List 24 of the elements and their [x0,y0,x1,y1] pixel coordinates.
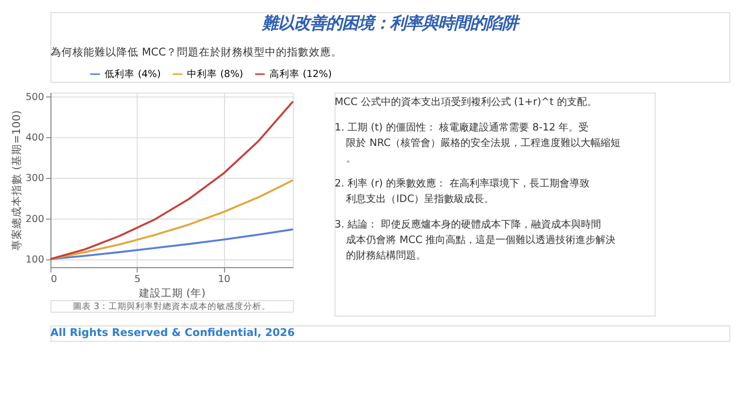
x-tick-label: 10 [218,274,230,286]
legend-label: 中利率 (8%) [187,68,244,80]
line-series [49,228,294,260]
line-series [49,179,294,260]
y-tick-label: 500 [26,92,44,104]
y-tick-label: 400 [26,132,44,144]
x-axis-title: 建設工期 (年) [138,286,206,300]
y-tick-label: 300 [26,173,44,184]
legend-label: 低利率 (4%) [104,68,161,80]
text: 3. 結論： 即使反應爐本身的硬體成本下降，融資成本與時間成本仍會將 MCC 推向高點，這是一個難以透過技術進步解決的財務結構問題。 [334,218,616,262]
text: MCC 公式中的資本支出項受到複利公式 (1+r)^t 的支配。 [334,96,597,108]
text: All Rights Reserved & Confidential, 2026 [50,326,295,340]
line-series [49,100,294,260]
chart-subtitle: 為何核能難以降低 MCC？問題在於財務模型中的指數效應。 [50,46,342,59]
legend-label: 高利率 (12%) [270,68,332,80]
y-tick-label: 100 [26,254,44,266]
text: 2. 利率 (r) 的乘數效應： 在高利率環境下，長工期會導致利息支出（IDC）呈指數級成長。 [334,178,590,206]
text: 1. 工期 (t) 的僵固性： 核電廠建設通常需要 8-12 年。受限於 NRC（核管會）嚴格的安全法規，工程進度難以大幅縮短。 [334,121,621,164]
x-tick-label: 5 [134,274,141,286]
y-axis-title: 專案總成本指數 (基期=100) [10,110,23,250]
text: 圖表 3：工期與利率對總資本成本的敏感度分析。 [73,300,270,312]
text: 難以改善的困境：利率與時間的陷阱 [260,14,521,33]
y-tick-label: 200 [26,214,44,225]
x-tick-label: 0 [50,274,58,286]
